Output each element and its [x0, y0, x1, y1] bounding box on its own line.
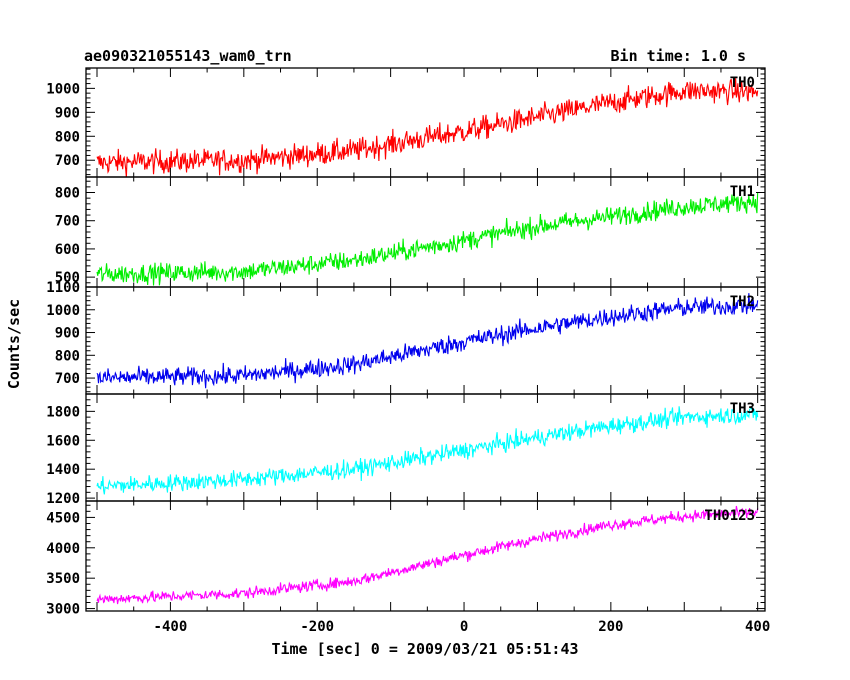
y-tick-label: 4000	[46, 541, 80, 557]
panel-th2: 700 800 900 1000 1100 TH2	[46, 280, 766, 395]
panel-label: TH2	[730, 294, 755, 310]
panel-label: TH1	[730, 184, 755, 200]
y-tick-label: 700	[55, 371, 80, 387]
panel-th0123: 3000 3500 4000 4500 TH0123	[46, 500, 766, 618]
series-line-th1	[96, 192, 759, 286]
y-tick-label: 1200	[46, 491, 80, 507]
x-axis-title: Time [sec] 0 = 2009/03/21 05:51:43	[271, 640, 578, 658]
x-tick-label: 200	[598, 619, 623, 635]
y-tick-label: 1400	[46, 462, 80, 478]
bin-time-label: Bin time: 1.0 s	[611, 47, 746, 65]
panel-label: TH0	[730, 75, 755, 91]
x-tick-label: 0	[460, 619, 468, 635]
y-tick-label: 1100	[46, 280, 80, 296]
series-line-th0123	[96, 505, 759, 605]
panel-label: TH3	[730, 401, 755, 417]
y-tick-label: 1000	[46, 81, 80, 97]
series-line-th0	[96, 78, 759, 177]
panels: 700 800 900 1000 TH0 500 600 700 800 TH1 700 800 900…	[46, 67, 766, 618]
y-tick-label: 700	[55, 153, 80, 169]
y-tick-label: 3000	[46, 602, 80, 618]
x-tick-label: -200	[300, 619, 334, 635]
y-tick-label: 800	[55, 129, 80, 145]
y-tick-label: 900	[55, 326, 80, 342]
y-tick-label: 3500	[46, 571, 80, 587]
y-axis-title: Counts/sec	[5, 299, 23, 389]
panel-th3: 1200 1400 1600 1800 TH3	[46, 393, 766, 507]
series-line-th2	[96, 293, 759, 389]
y-tick-label: 700	[55, 214, 80, 230]
y-tick-label: 900	[55, 105, 80, 121]
x-tick-label: -400	[154, 619, 188, 635]
y-tick-label: 800	[55, 348, 80, 364]
y-tick-label: 600	[55, 242, 80, 258]
x-axis: -400 -200 0 200 400	[154, 619, 771, 635]
panel-label: TH0123	[704, 508, 755, 524]
series-line-th3	[96, 406, 759, 495]
y-tick-label: 800	[55, 186, 80, 202]
y-tick-label: 1000	[46, 303, 80, 319]
y-tick-label: 500	[55, 270, 80, 286]
plot-title: ae090321055143_wam0_trn	[84, 47, 292, 65]
panel-th0: 700 800 900 1000 TH0	[46, 67, 766, 178]
panel-th1: 500 600 700 800 TH1	[55, 176, 766, 288]
y-tick-label: 4500	[46, 510, 80, 526]
y-tick-label: 1800	[46, 404, 80, 420]
y-tick-label: 1600	[46, 433, 80, 449]
x-tick-label: 400	[745, 619, 770, 635]
panel-frame	[85, 176, 766, 288]
panel-frame	[85, 500, 766, 612]
